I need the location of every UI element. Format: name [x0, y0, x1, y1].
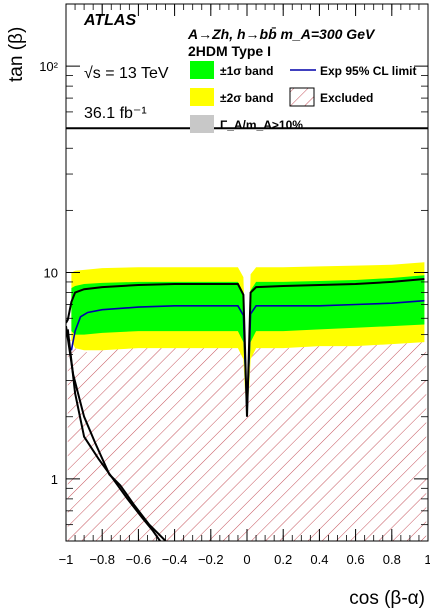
x-tick-label-3: −0.4	[162, 552, 188, 567]
legend-label-width: Γ_A/m_A>10%	[220, 118, 303, 132]
x-tick-label-9: 0.8	[383, 552, 401, 567]
legend-swatch-two-sigma	[190, 88, 214, 106]
one-sigma-band-left	[71, 281, 246, 384]
series-line-1	[66, 278, 425, 417]
legend-label-exp: Exp 95% CL limit	[320, 64, 416, 78]
x-tick-label-0: −1	[59, 552, 74, 567]
energy-label: √s = 13 TeV	[84, 65, 169, 82]
x-tick-label-6: 0.2	[274, 552, 292, 567]
x-tick-label-10: 1	[424, 552, 430, 567]
x-tick-label-5: 0	[243, 552, 250, 567]
y-tick-label-2: 10²	[39, 59, 58, 74]
legend-swatch-one-sigma	[190, 61, 214, 79]
x-tick-label-4: −0.2	[198, 552, 224, 567]
process-label: A→Zh, h→bb̄ m_A=300 GeV	[187, 25, 376, 42]
legend: ±1σ band Exp 95% CL limit ±2σ band Excluded…	[190, 61, 416, 133]
y-axis-title: tan (β)	[6, 27, 27, 82]
legend-swatch-excluded	[289, 87, 315, 107]
legend-swatch-width	[190, 115, 214, 133]
legend-label-two-sigma: ±2σ band	[220, 91, 273, 105]
x-axis-title: cos (β-α)	[349, 588, 425, 609]
y-tick-label-1: 10	[44, 266, 58, 281]
x-tick-label-8: 0.6	[347, 552, 365, 567]
legend-label-excluded: Excluded	[320, 91, 373, 105]
one-sigma-band-right	[248, 275, 425, 384]
x-tick-label-1: −0.8	[89, 552, 115, 567]
y-tick-label-0: 1	[51, 472, 58, 487]
luminosity-label: 36.1 fb⁻¹	[84, 105, 147, 122]
experiment-label: ATLAS	[83, 12, 136, 29]
x-tick-label-7: 0.4	[310, 552, 328, 567]
series-line-3	[66, 329, 161, 541]
x-tick-label-2: −0.6	[126, 552, 152, 567]
excluded-region	[67, 331, 427, 541]
legend-label-one-sigma: ±1σ band	[220, 64, 273, 78]
model-label: 2HDM Type I	[188, 43, 271, 59]
